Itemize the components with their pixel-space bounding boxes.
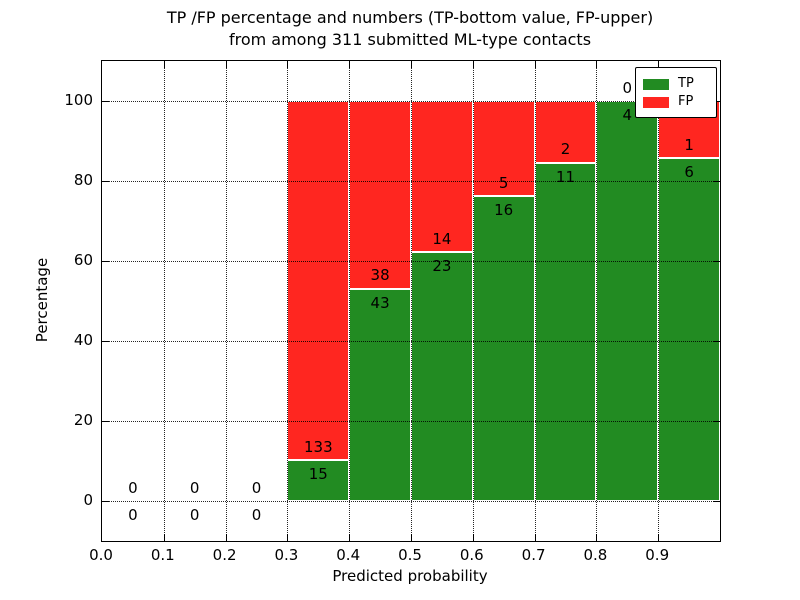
x-tick-mark — [411, 61, 412, 68]
x-tick-mark — [225, 534, 227, 541]
y-tick-mark — [713, 261, 720, 262]
annotations-layer: 0 0 0 0 0 0 133 15 38 43 14 23 5 16 2 11 0 4 1 6 — [102, 61, 720, 541]
y-tick-label: 60 — [73, 251, 93, 269]
tp-count-label: 11 — [555, 167, 576, 186]
x-tick-mark — [658, 534, 660, 541]
tp-bar-segment — [596, 101, 659, 501]
tp-swatch-icon — [643, 78, 669, 90]
x-tick-label: 0.4 — [336, 546, 361, 564]
x-tick-mark — [225, 61, 227, 68]
chart-title: TP /FP percentage and numbers (TP-bottom… — [101, 7, 719, 51]
fp-swatch-icon — [643, 96, 669, 108]
y-tick-mark — [713, 421, 720, 422]
fp-count-label: 38 — [370, 266, 390, 285]
y-tick-mark — [713, 181, 720, 182]
x-tick-mark — [411, 534, 412, 541]
x-tick-mark — [287, 534, 289, 541]
x-tick-mark — [596, 534, 598, 541]
tp-bar-segment — [287, 460, 350, 501]
y-tick-mark — [713, 501, 720, 502]
tp-count-label: 23 — [432, 257, 452, 276]
x-tick-mark — [534, 61, 536, 68]
x-tick-label: 0.2 — [212, 546, 237, 564]
x-tick-mark — [349, 61, 351, 68]
legend: TP FP — [635, 67, 717, 118]
tp-count-label: 4 — [622, 106, 633, 124]
tp-bar-segment — [658, 158, 720, 501]
x-tick-label: 0.3 — [274, 546, 299, 564]
fp-bar-segment — [411, 101, 473, 253]
tp-count-label: 43 — [370, 293, 390, 312]
fp-count-label: 133 — [303, 437, 333, 456]
legend-item-tp: TP — [643, 76, 709, 92]
grid-layer — [102, 61, 720, 541]
tp-count-label: 16 — [494, 201, 514, 220]
y-tick-label: 20 — [73, 411, 93, 429]
v-gridline — [225, 61, 227, 541]
y-tick-mark — [713, 341, 720, 342]
v-gridline — [534, 61, 536, 541]
tp-count-label: 0 — [189, 506, 200, 524]
x-tick-mark — [472, 61, 474, 68]
fp-bar-segment — [287, 101, 350, 461]
x-tick-mark — [163, 61, 165, 68]
x-tick-label: 0.5 — [398, 546, 422, 564]
fp-count-label: 0 — [622, 78, 633, 97]
y-tick-label: 40 — [73, 331, 93, 349]
tp-count-label: 15 — [308, 465, 328, 484]
v-gridline — [472, 61, 474, 541]
x-tick-label: 0.6 — [459, 546, 484, 564]
legend-label-tp: TP — [678, 76, 694, 91]
v-gridline — [349, 61, 351, 541]
y-tick-label: 80 — [73, 171, 93, 189]
y-axis-label: Percentage — [33, 257, 51, 343]
fp-count-label: 5 — [498, 173, 509, 192]
fp-count-label: 2 — [560, 140, 571, 159]
tp-count-label: 0 — [251, 506, 262, 524]
chart-title-line2: from among 311 submitted ML-type contact… — [228, 30, 592, 49]
x-tick-label: 0.8 — [583, 546, 608, 564]
x-axis-label: Predicted probability — [332, 567, 488, 585]
plot-area: 0 0 0 0 0 0 133 15 38 43 14 23 5 16 2 11 0 4 1 6 TP FP — [101, 60, 721, 542]
x-tick-mark — [534, 534, 536, 541]
y-tick-mark — [102, 421, 109, 422]
x-tick-mark — [349, 534, 351, 541]
fp-count-label: 0 — [189, 478, 200, 497]
y-tick-mark — [102, 341, 109, 342]
x-tick-mark — [287, 61, 289, 68]
x-tick-mark — [596, 61, 598, 68]
bars-layer — [102, 61, 720, 541]
v-gridline — [287, 61, 289, 541]
chart-title-line1: TP /FP percentage and numbers (TP-bottom… — [166, 8, 654, 27]
legend-item-fp: FP — [643, 94, 709, 110]
fp-count-label: 0 — [251, 478, 262, 497]
tp-count-label: 0 — [128, 506, 138, 524]
fp-count-label: 1 — [684, 135, 694, 154]
x-tick-label: 0.7 — [521, 546, 546, 564]
v-gridline — [658, 61, 660, 541]
tp-count-label: 6 — [684, 163, 694, 182]
x-tick-label: 0.1 — [150, 546, 175, 564]
v-gridline — [596, 61, 598, 541]
y-tick-mark — [102, 181, 109, 182]
fp-count-label: 0 — [128, 478, 138, 497]
y-tick-label: 100 — [64, 91, 93, 109]
y-tick-mark — [102, 261, 109, 262]
v-gridline — [411, 61, 412, 541]
y-tick-mark — [102, 501, 109, 502]
fp-bar-segment — [349, 101, 411, 289]
y-tick-label: 0 — [83, 491, 93, 509]
legend-label-fp: FP — [678, 94, 694, 109]
x-tick-mark — [658, 61, 660, 68]
tick-marks-layer — [102, 61, 720, 541]
y-tick-mark — [102, 101, 109, 102]
x-tick-mark — [472, 534, 474, 541]
v-gridline — [163, 61, 165, 541]
x-tick-label: 0.9 — [645, 546, 670, 564]
x-tick-label: 0.0 — [89, 546, 113, 564]
fp-count-label: 14 — [432, 229, 452, 248]
x-tick-mark — [163, 534, 165, 541]
